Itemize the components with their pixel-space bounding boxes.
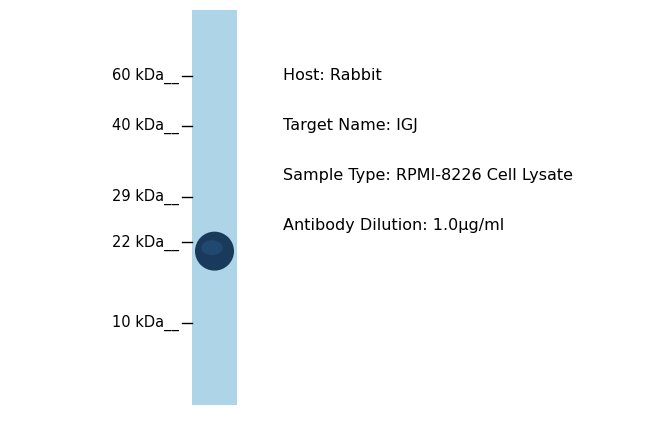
Text: 10 kDa__: 10 kDa__ <box>112 314 179 331</box>
Text: Host: Rabbit: Host: Rabbit <box>283 68 382 83</box>
Ellipse shape <box>202 240 222 255</box>
Text: Target Name: IGJ: Target Name: IGJ <box>283 118 417 133</box>
Text: Sample Type: RPMI-8226 Cell Lysate: Sample Type: RPMI-8226 Cell Lysate <box>283 168 573 183</box>
Text: 29 kDa__: 29 kDa__ <box>112 189 179 205</box>
Text: 22 kDa__: 22 kDa__ <box>112 234 179 251</box>
Ellipse shape <box>195 232 234 271</box>
Text: 60 kDa__: 60 kDa__ <box>112 68 179 84</box>
Text: 40 kDa__: 40 kDa__ <box>112 117 179 134</box>
Bar <box>192 10 237 405</box>
Text: Antibody Dilution: 1.0µg/ml: Antibody Dilution: 1.0µg/ml <box>283 218 504 233</box>
